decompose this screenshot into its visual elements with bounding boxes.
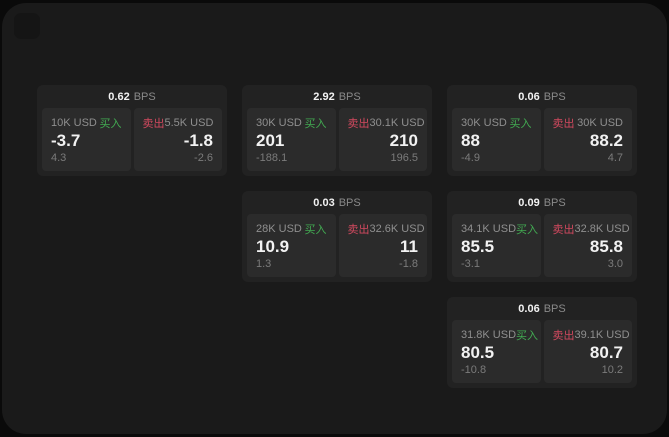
buy-panel[interactable]: 30K USD 买入 88 -4.9 xyxy=(452,108,541,171)
sell-price: 11 xyxy=(400,237,418,257)
sell-amount: 30K USD xyxy=(577,117,623,129)
sell-button[interactable]: 卖出 xyxy=(552,224,575,236)
sell-panel[interactable]: 卖出 30K USD 88.2 4.7 xyxy=(543,108,632,171)
buy-amount: 30K USD xyxy=(461,117,507,129)
spread-header: 0.62 BPS xyxy=(37,85,227,108)
sell-button[interactable]: 卖出 xyxy=(347,118,370,130)
buy-panel[interactable]: 34.1K USD 买入 85.5 -3.1 xyxy=(452,214,541,277)
sell-price: 88.2 xyxy=(589,131,623,151)
spread-unit-label: BPS xyxy=(543,302,566,315)
quote-card: 0.09 BPS 34.1K USD 买入 85.5 -3.1 卖出 32.8K… xyxy=(447,191,637,282)
sell-panel[interactable]: 卖出 5.5K USD -1.8 -2.6 xyxy=(133,108,222,171)
sell-panel[interactable]: 卖出 32.8K USD 85.8 3.0 xyxy=(543,214,632,277)
spread-header: 0.09 BPS xyxy=(447,191,637,214)
quote-panels: 31.8K USD 买入 80.5 -10.8 卖出 39.1K USD 80.… xyxy=(447,320,637,388)
buy-panel[interactable]: 31.8K USD 买入 80.5 -10.8 xyxy=(452,320,541,383)
sell-panel[interactable]: 卖出 39.1K USD 80.7 10.2 xyxy=(543,320,632,383)
spread-value: 2.92 xyxy=(313,90,335,103)
quote-card: 0.03 BPS 28K USD 买入 10.9 1.3 卖出 32.6K US… xyxy=(242,191,432,282)
sell-change: 3.0 xyxy=(607,258,623,270)
sell-change: 10.2 xyxy=(601,364,623,376)
buy-price: 85.5 xyxy=(461,237,495,257)
sell-panel[interactable]: 卖出 32.6K USD 11 -1.8 xyxy=(338,214,427,277)
buy-change: 1.3 xyxy=(256,258,272,270)
buy-button[interactable]: 买入 xyxy=(99,118,122,130)
sell-change: -2.6 xyxy=(194,152,213,164)
buy-price: 201 xyxy=(256,131,285,151)
buy-price: 80.5 xyxy=(461,343,495,363)
buy-amount: 30K USD xyxy=(256,117,302,129)
sell-button[interactable]: 卖出 xyxy=(552,118,575,130)
sell-button[interactable]: 卖出 xyxy=(142,118,165,130)
sell-change: 196.5 xyxy=(390,152,418,164)
quote-card: 0.06 BPS 30K USD 买入 88 -4.9 卖出 30K USD xyxy=(447,85,637,176)
quote-card-grid: 0.62 BPS 10K USD 买入 -3.7 4.3 卖出 5.5K USD xyxy=(37,85,637,388)
buy-change: 4.3 xyxy=(51,152,67,164)
spread-header: 0.03 BPS xyxy=(242,191,432,214)
sell-button[interactable]: 卖出 xyxy=(347,224,370,236)
buy-button[interactable]: 买入 xyxy=(304,118,327,130)
sell-button[interactable]: 卖出 xyxy=(552,330,575,342)
buy-button[interactable]: 买入 xyxy=(509,118,532,130)
sell-amount: 32.6K USD xyxy=(369,223,425,235)
buy-amount: 31.8K USD xyxy=(461,329,517,341)
spread-unit-label: BPS xyxy=(338,196,361,209)
buy-button[interactable]: 买入 xyxy=(516,330,539,342)
sell-panel[interactable]: 卖出 30.1K USD 210 196.5 xyxy=(338,108,427,171)
sell-price: 85.8 xyxy=(589,237,623,257)
quote-card: 0.62 BPS 10K USD 买入 -3.7 4.3 卖出 5.5K USD xyxy=(37,85,227,176)
spread-unit-label: BPS xyxy=(338,90,361,103)
spread-unit-label: BPS xyxy=(133,90,156,103)
spread-value: 0.62 xyxy=(108,90,130,103)
spread-value: 0.03 xyxy=(313,196,335,209)
buy-panel[interactable]: 30K USD 买入 201 -188.1 xyxy=(247,108,336,171)
buy-change: -188.1 xyxy=(256,152,288,164)
sell-amount: 32.8K USD xyxy=(574,223,630,235)
spread-header: 2.92 BPS xyxy=(242,85,432,108)
quote-panels: 10K USD 买入 -3.7 4.3 卖出 5.5K USD -1.8 -2.… xyxy=(37,108,227,176)
spread-unit-label: BPS xyxy=(543,90,566,103)
buy-amount: 10K USD xyxy=(51,117,97,129)
buy-button[interactable]: 买入 xyxy=(304,224,327,236)
sell-price: 80.7 xyxy=(589,343,623,363)
buy-price: 88 xyxy=(461,131,480,151)
quote-panels: 34.1K USD 买入 85.5 -3.1 卖出 32.8K USD 85.8… xyxy=(447,214,637,282)
buy-change: -10.8 xyxy=(461,364,487,376)
sell-change: 4.7 xyxy=(607,152,623,164)
sell-amount: 39.1K USD xyxy=(574,329,630,341)
buy-change: -3.1 xyxy=(461,258,480,270)
buy-amount: 28K USD xyxy=(256,223,302,235)
sell-amount: 30.1K USD xyxy=(369,117,425,129)
buy-panel[interactable]: 10K USD 买入 -3.7 4.3 xyxy=(42,108,131,171)
quote-panels: 30K USD 买入 201 -188.1 卖出 30.1K USD 210 1… xyxy=(242,108,432,176)
buy-price: 10.9 xyxy=(256,237,290,257)
spread-unit-label: BPS xyxy=(543,196,566,209)
app-logo-placeholder xyxy=(14,13,40,39)
spread-header: 0.06 BPS xyxy=(447,85,637,108)
quote-panels: 30K USD 买入 88 -4.9 卖出 30K USD 88.2 4.7 xyxy=(447,108,637,176)
buy-button[interactable]: 买入 xyxy=(516,224,539,236)
sell-price: 210 xyxy=(389,131,418,151)
spread-value: 0.09 xyxy=(518,196,540,209)
app-surface: 0.62 BPS 10K USD 买入 -3.7 4.3 卖出 5.5K USD xyxy=(2,3,667,434)
sell-amount: 5.5K USD xyxy=(164,117,214,129)
spread-value: 0.06 xyxy=(518,90,540,103)
sell-price: -1.8 xyxy=(183,131,213,151)
quote-panels: 28K USD 买入 10.9 1.3 卖出 32.6K USD 11 -1.8 xyxy=(242,214,432,282)
sell-change: -1.8 xyxy=(399,258,418,270)
buy-panel[interactable]: 28K USD 买入 10.9 1.3 xyxy=(247,214,336,277)
buy-change: -4.9 xyxy=(461,152,480,164)
buy-price: -3.7 xyxy=(51,131,81,151)
spread-value: 0.06 xyxy=(518,302,540,315)
spread-header: 0.06 BPS xyxy=(447,297,637,320)
quote-card: 0.06 BPS 31.8K USD 买入 80.5 -10.8 卖出 39.1… xyxy=(447,297,637,388)
buy-amount: 34.1K USD xyxy=(461,223,517,235)
quote-card: 2.92 BPS 30K USD 买入 201 -188.1 卖出 30.1K … xyxy=(242,85,432,176)
